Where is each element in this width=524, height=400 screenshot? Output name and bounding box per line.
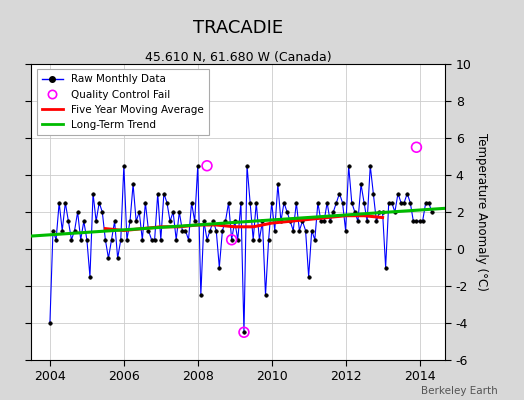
Five Year Moving Average <box>121 228 127 233</box>
Raw Monthly Data <box>241 330 247 335</box>
Five Year Moving Average <box>343 213 349 218</box>
Five Year Moving Average <box>139 226 146 231</box>
Quality Control Fail <box>412 144 421 150</box>
Raw Monthly Data <box>121 163 127 168</box>
Five Year Moving Average <box>232 224 238 229</box>
Raw Monthly Data <box>429 210 435 214</box>
Five Year Moving Average <box>324 215 330 220</box>
Raw Monthly Data <box>383 265 389 270</box>
Five Year Moving Average <box>287 219 293 224</box>
Title: 45.610 N, 61.680 W (Canada): 45.610 N, 61.680 W (Canada) <box>145 51 332 64</box>
Raw Monthly Data <box>47 321 53 326</box>
Five Year Moving Average <box>158 224 164 229</box>
Five Year Moving Average <box>213 222 220 227</box>
Five Year Moving Average <box>361 213 367 218</box>
Text: TRACADIE: TRACADIE <box>193 19 283 37</box>
Five Year Moving Average <box>305 217 312 222</box>
Line: Five Year Moving Average: Five Year Moving Average <box>105 216 383 230</box>
Raw Monthly Data <box>373 219 379 224</box>
Raw Monthly Data <box>139 237 146 242</box>
Legend: Raw Monthly Data, Quality Control Fail, Five Year Moving Average, Long-Term Tren: Raw Monthly Data, Quality Control Fail, … <box>37 69 209 135</box>
Five Year Moving Average <box>194 222 201 227</box>
Text: Berkeley Earth: Berkeley Earth <box>421 386 498 396</box>
Raw Monthly Data <box>290 228 297 233</box>
Five Year Moving Average <box>250 224 256 229</box>
Raw Monthly Data <box>410 219 417 224</box>
Quality Control Fail <box>227 236 236 243</box>
Quality Control Fail <box>203 162 211 169</box>
Five Year Moving Average <box>379 215 386 220</box>
Five Year Moving Average <box>102 226 108 231</box>
Five Year Moving Average <box>176 224 182 229</box>
Raw Monthly Data <box>148 237 155 242</box>
Line: Raw Monthly Data: Raw Monthly Data <box>48 164 433 334</box>
Y-axis label: Temperature Anomaly (°C): Temperature Anomaly (°C) <box>475 133 488 291</box>
Five Year Moving Average <box>268 221 275 226</box>
Quality Control Fail <box>240 329 248 336</box>
